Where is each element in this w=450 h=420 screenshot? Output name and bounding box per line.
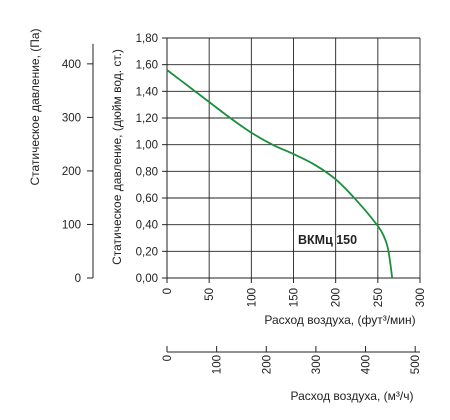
primary-x-axis: 0 50 100 150 200 250 300	[162, 278, 427, 307]
grid	[166, 37, 421, 279]
primary-y-tick-label: 0,60	[136, 193, 158, 205]
primary-y-axis: 0,00 0,20 0,40 0,60 0,80 1,00 1,20 1,40 1,60 1,80	[136, 33, 167, 285]
primary-x-tick-label: 0	[162, 288, 174, 294]
primary-y-tick-label: 1,00	[136, 140, 158, 152]
secondary-x-tick-label: 400	[361, 355, 373, 374]
secondary-y-tick-label: 300	[62, 112, 81, 124]
primary-y-tick-label: 0,80	[136, 166, 158, 178]
secondary-x-axis: 0 100 200 300 400 500	[162, 346, 422, 374]
primary-y-tick-label: 1,80	[136, 33, 158, 45]
primary-y-axis-title: Статическое давление, (дюйм вод. ст.)	[110, 49, 124, 265]
primary-x-tick-label: 150	[289, 288, 301, 307]
secondary-y-axis-title: Статическое давление, (Па)	[28, 28, 42, 185]
secondary-x-tick-label: 200	[261, 355, 273, 374]
series-line-0	[166, 69, 394, 279]
primary-x-axis-title: Расход воздуха, (фут³/мин)	[264, 313, 415, 327]
secondary-y-tick-label: 0	[75, 273, 81, 285]
series-layer	[166, 69, 394, 279]
primary-x-tick-label: 300	[415, 288, 427, 307]
secondary-x-tick-label: 0	[162, 355, 174, 361]
secondary-y-tick-label: 100	[62, 219, 81, 231]
plot-frame	[162, 38, 420, 283]
primary-y-tick-label: 0,40	[136, 220, 158, 232]
primary-x-tick-label: 100	[246, 288, 258, 307]
secondary-x-tick-label: 100	[212, 355, 224, 374]
primary-x-tick-label: 50	[204, 288, 216, 301]
primary-y-tick-label: 0,20	[136, 246, 158, 258]
secondary-y-tick-label: 200	[62, 166, 81, 178]
primary-y-tick-label: 0,00	[136, 273, 158, 285]
secondary-y-axis: 0 100 200 300 400	[62, 43, 94, 285]
model-label: ВКМц 150	[298, 233, 357, 247]
secondary-x-axis-title: Расход воздуха, (м³/ч)	[291, 389, 414, 403]
primary-y-tick-label: 1,40	[136, 86, 158, 98]
primary-x-tick-label: 250	[373, 288, 385, 307]
primary-y-tick-label: 1,20	[136, 113, 158, 125]
secondary-x-tick-label: 300	[311, 355, 323, 374]
primary-x-tick-label: 200	[331, 288, 343, 307]
primary-y-tick-label: 1,60	[136, 60, 158, 72]
secondary-y-tick-label: 400	[62, 59, 81, 71]
secondary-x-tick-label: 500	[410, 355, 422, 374]
